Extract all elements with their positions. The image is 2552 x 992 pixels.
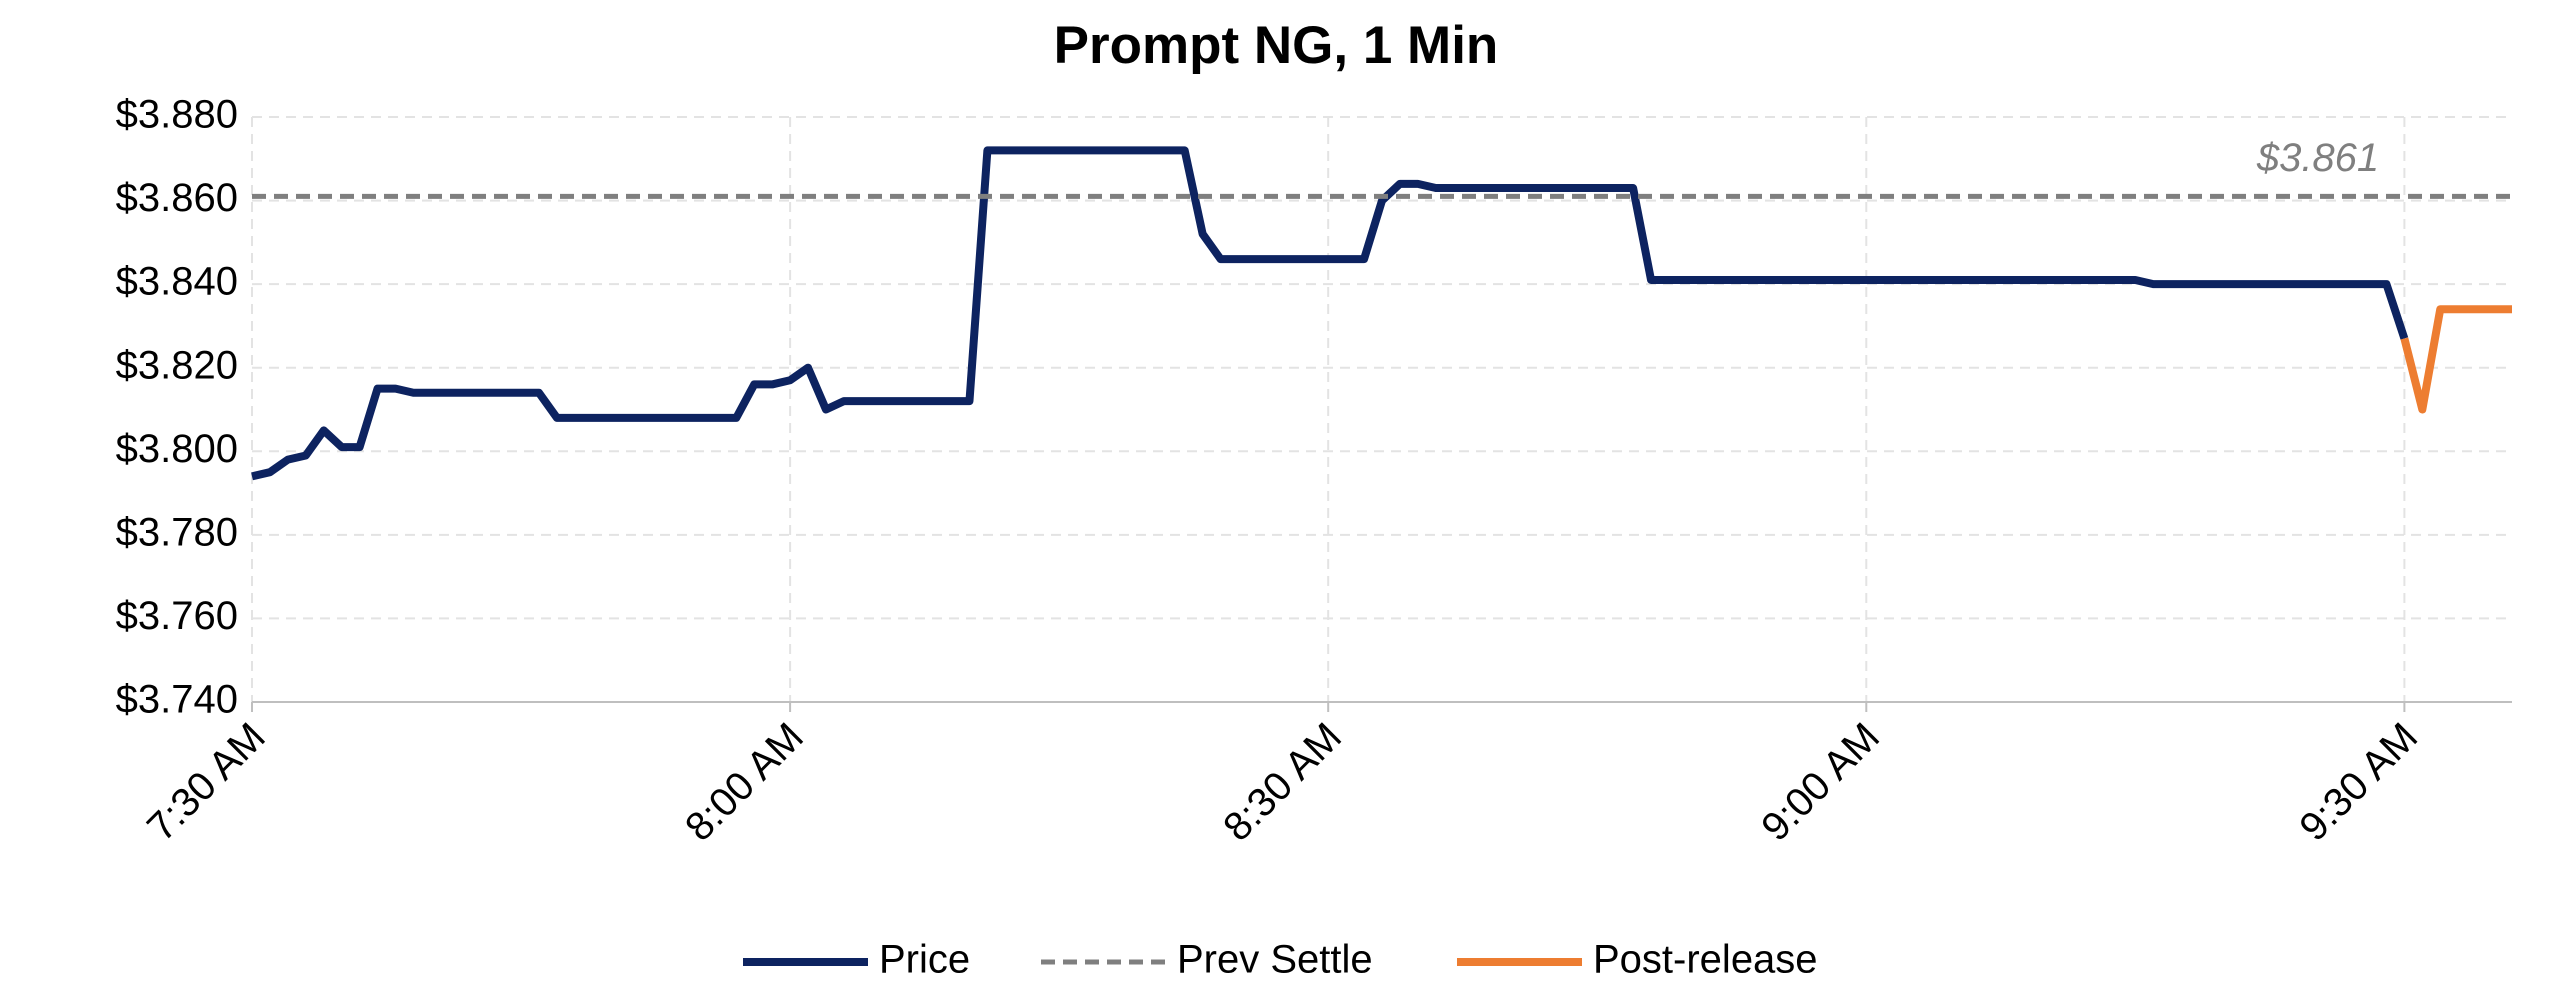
y-tick-label: $3.760 bbox=[116, 594, 238, 638]
data-label: $3.861 bbox=[2256, 136, 2379, 180]
line-series bbox=[2400, 305, 2512, 414]
line-series bbox=[251, 146, 2409, 481]
y-tick-label: $3.840 bbox=[116, 260, 238, 304]
y-tick-label: $3.880 bbox=[116, 93, 238, 137]
x-tick-label: 9:30 AM bbox=[2291, 715, 2426, 850]
y-tick-label: $3.820 bbox=[116, 343, 238, 387]
legend-label: Prev Settle bbox=[1177, 938, 1373, 982]
x-tick-label: 8:30 AM bbox=[1215, 715, 1350, 850]
y-tick-label: $3.740 bbox=[116, 678, 238, 722]
legend-label: Price bbox=[879, 938, 970, 982]
y-tick-label: $3.780 bbox=[116, 510, 238, 554]
legend-label: Post-release bbox=[1593, 938, 1818, 982]
y-tick-label: $3.860 bbox=[116, 176, 238, 220]
x-tick-label: 9:00 AM bbox=[1753, 715, 1888, 850]
y-tick-label: $3.800 bbox=[116, 427, 238, 471]
chart-title: Prompt NG, 1 Min bbox=[1054, 16, 1499, 75]
x-tick-label: 7:30 AM bbox=[139, 715, 274, 850]
x-tick-label: 8:00 AM bbox=[677, 715, 812, 850]
